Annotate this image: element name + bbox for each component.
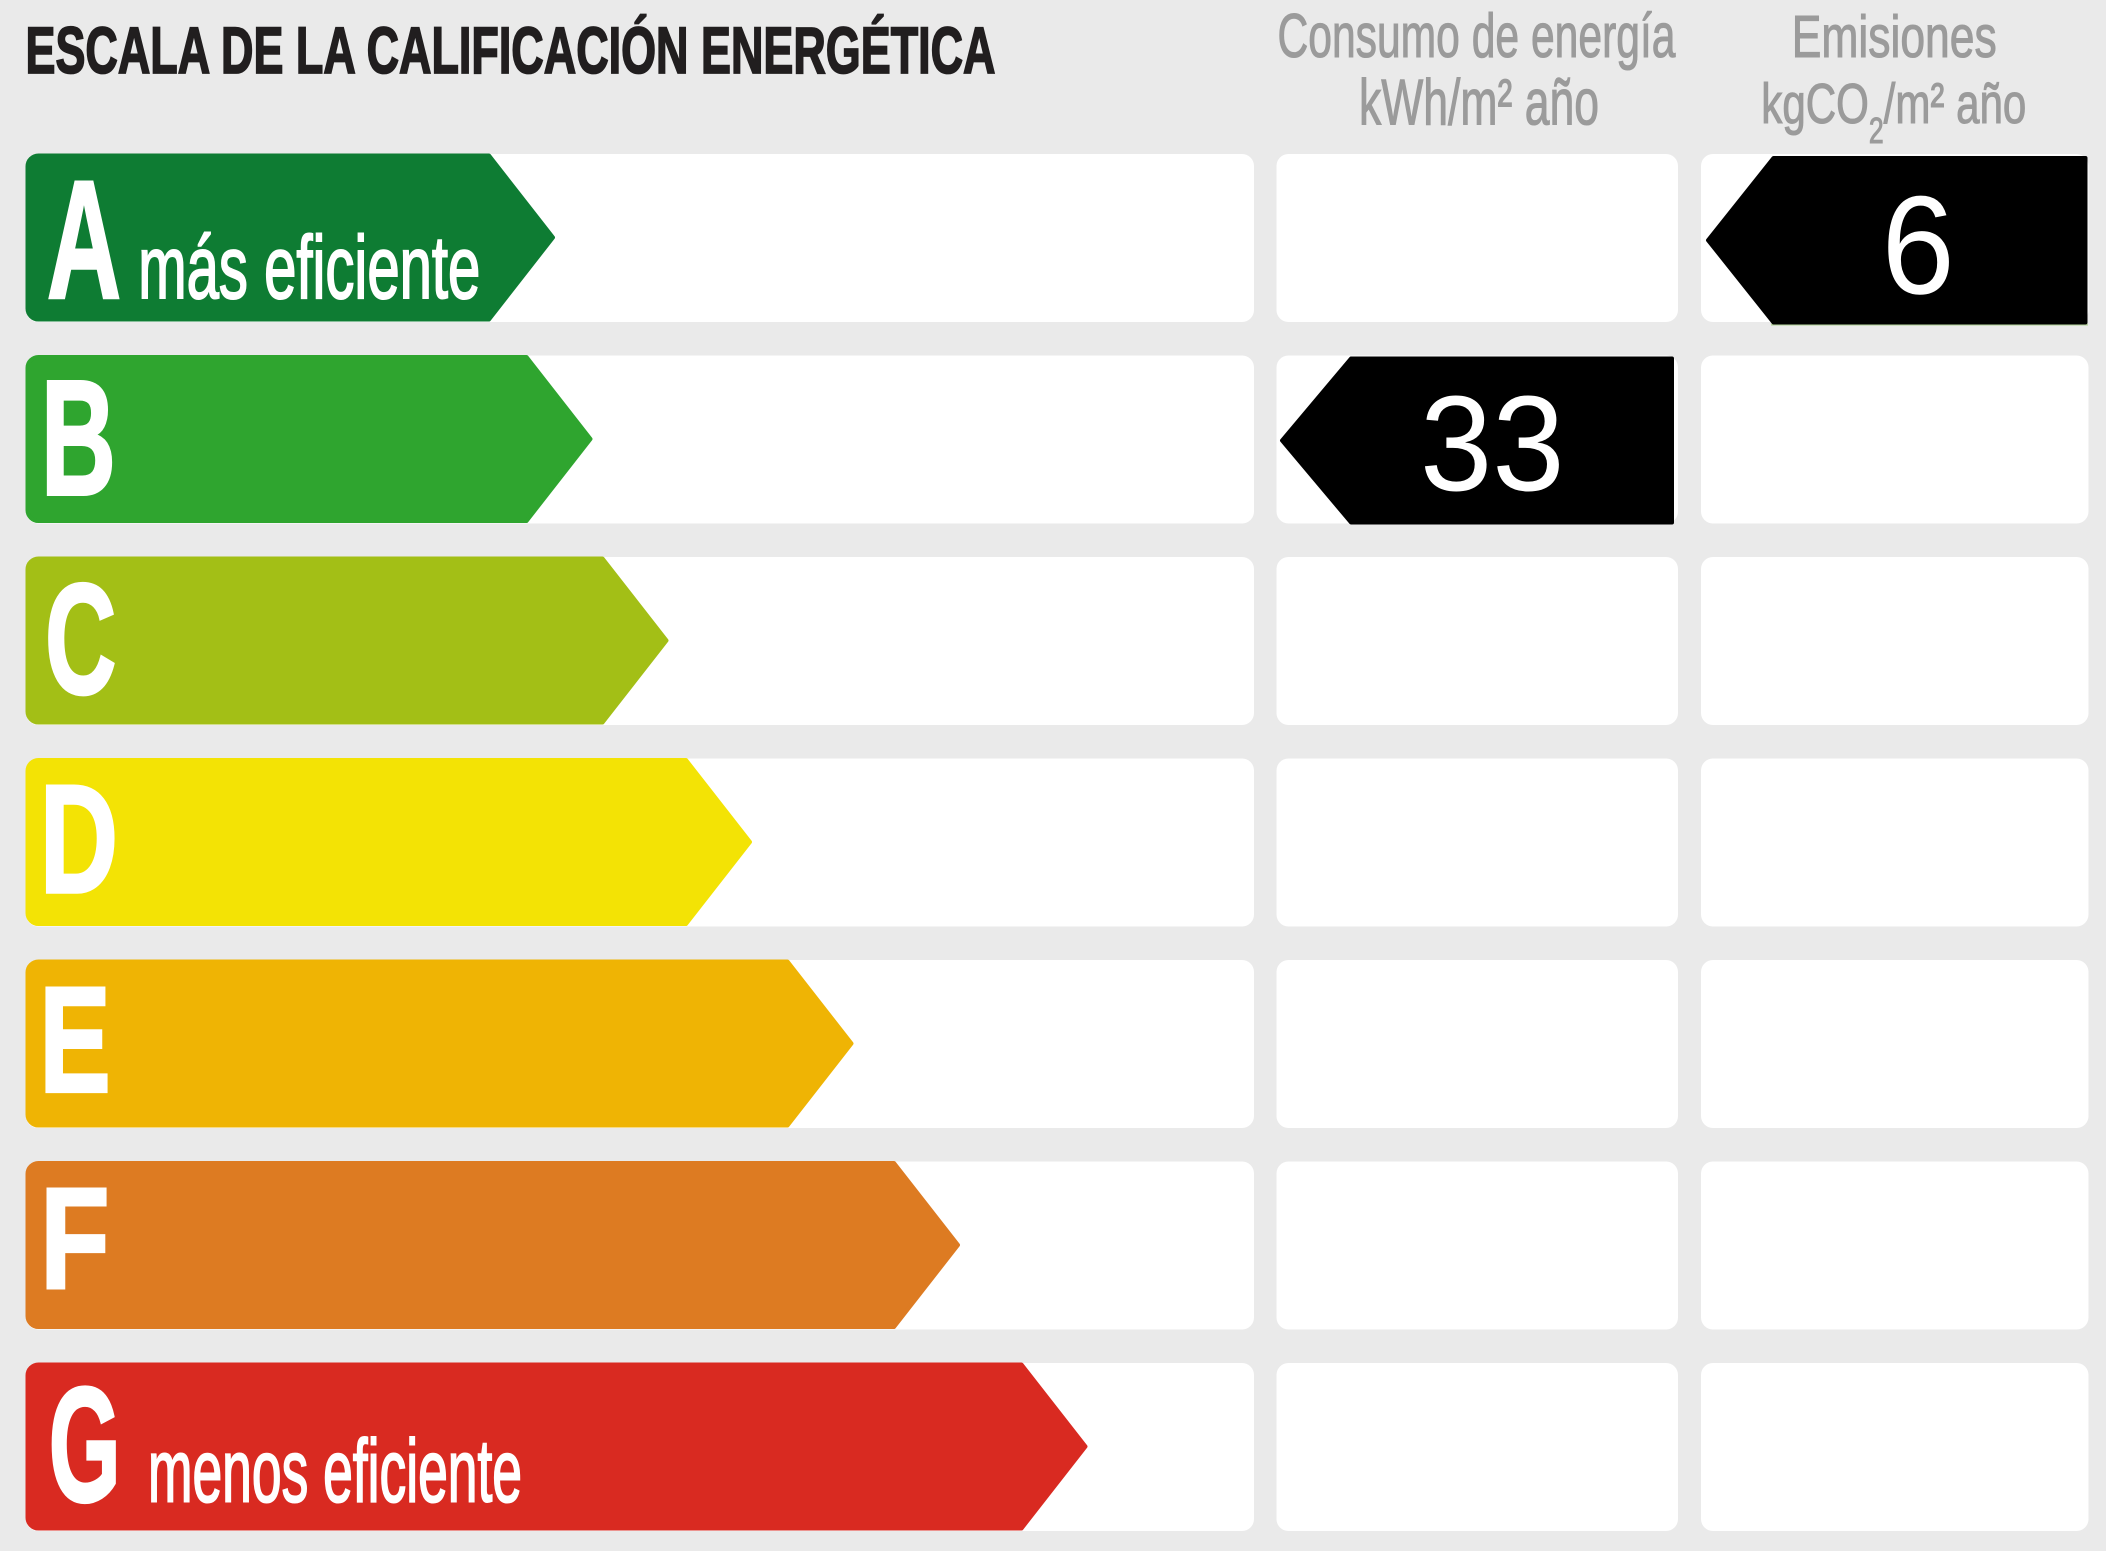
svg-text:6: 6 xyxy=(1882,167,1955,324)
svg-text:C: C xyxy=(45,551,116,727)
svg-text:ESCALA DE LA CALIFICACIÓN ENER: ESCALA DE LA CALIFICACIÓN ENERGÉTICA xyxy=(26,13,996,87)
svg-text:más eficiente: más eficiente xyxy=(138,217,480,317)
svg-text:kWh/m² año: kWh/m² año xyxy=(1359,66,1599,139)
svg-text:menos eficiente: menos eficiente xyxy=(148,1421,522,1521)
svg-text:A: A xyxy=(47,146,121,334)
svg-text:Emisiones: Emisiones xyxy=(1792,4,1997,70)
svg-text:33: 33 xyxy=(1420,369,1565,520)
svg-text:B: B xyxy=(41,348,116,531)
svg-text:F: F xyxy=(40,1159,109,1319)
svg-text:E: E xyxy=(39,956,110,1124)
svg-text:D: D xyxy=(40,753,118,925)
svg-text:Consumo de energía: Consumo de energía xyxy=(1278,2,1676,71)
svg-text:kgCO2/m² año: kgCO2/m² año xyxy=(1761,72,2026,151)
svg-text:G: G xyxy=(49,1355,121,1537)
